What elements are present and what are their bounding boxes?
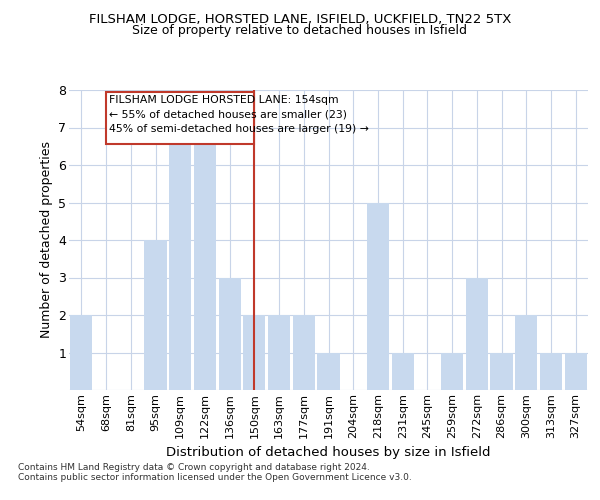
X-axis label: Distribution of detached houses by size in Isfield: Distribution of detached houses by size … [166,446,491,459]
Text: FILSHAM LODGE HORSTED LANE: 154sqm
← 55% of detached houses are smaller (23)
45%: FILSHAM LODGE HORSTED LANE: 154sqm ← 55%… [109,95,368,134]
Text: Contains public sector information licensed under the Open Government Licence v3: Contains public sector information licen… [18,474,412,482]
Y-axis label: Number of detached properties: Number of detached properties [40,142,53,338]
Bar [218,278,241,390]
Bar [392,352,414,390]
Bar [490,352,512,390]
Text: Contains HM Land Registry data © Crown copyright and database right 2024.: Contains HM Land Registry data © Crown c… [18,462,370,471]
Bar [441,352,463,390]
Bar [106,92,254,144]
Bar [145,240,167,390]
Bar [293,315,315,390]
Text: FILSHAM LODGE, HORSTED LANE, ISFIELD, UCKFIELD, TN22 5TX: FILSHAM LODGE, HORSTED LANE, ISFIELD, UC… [89,12,511,26]
Bar [194,128,216,390]
Bar [515,315,538,390]
Bar [540,352,562,390]
Bar [466,278,488,390]
Bar [367,202,389,390]
Bar [243,315,265,390]
Bar [268,315,290,390]
Text: Size of property relative to detached houses in Isfield: Size of property relative to detached ho… [133,24,467,37]
Bar [169,128,191,390]
Bar [565,352,587,390]
Bar [317,352,340,390]
Bar [70,315,92,390]
